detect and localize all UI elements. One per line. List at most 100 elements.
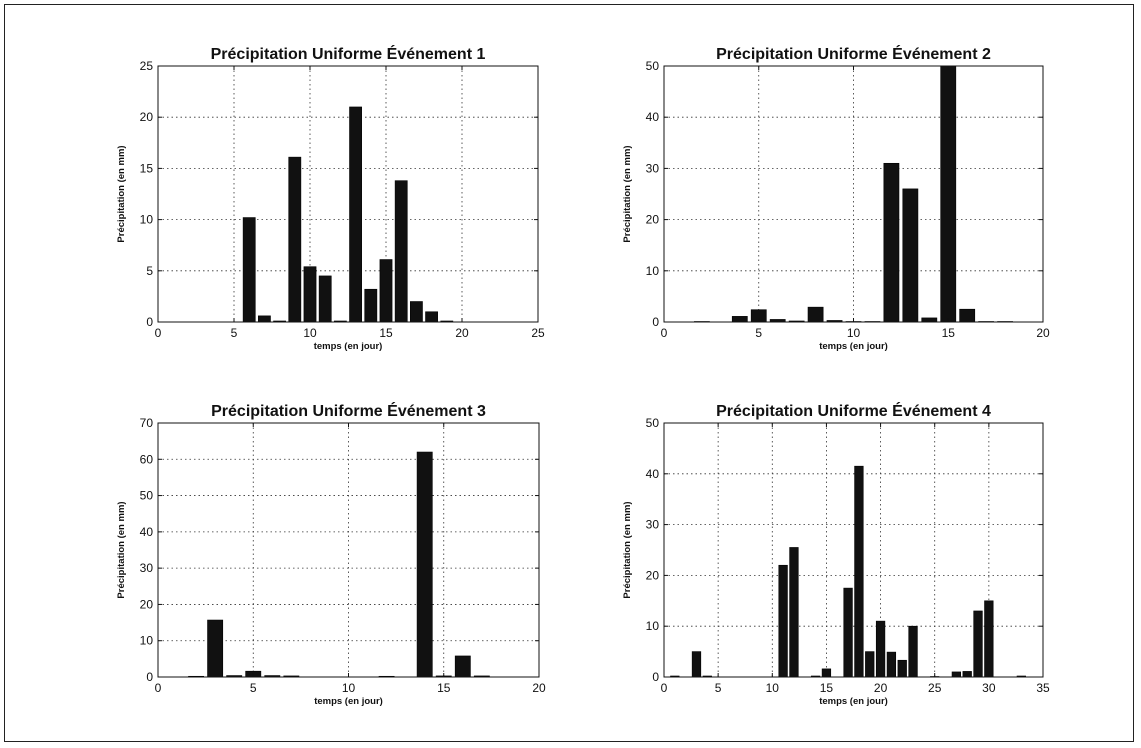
- bar: [897, 659, 907, 678]
- figure-canvas: 0 5 10 15 20 25 0 5 10 15 20 25 Précipitation Unifor…: [116, 44, 1050, 707]
- bar: [865, 651, 875, 678]
- y-tick-label: 20: [646, 213, 660, 227]
- y-axis-label: Précipitation (en mm): [622, 145, 633, 242]
- x-tick-label: 15: [942, 326, 956, 340]
- y-tick-label: 0: [652, 315, 659, 329]
- x-tick-label: 5: [231, 326, 238, 340]
- y-axis-label: Précipitation (en mm): [116, 145, 127, 242]
- x-tick-label: 0: [155, 326, 162, 340]
- y-tick-label: 20: [646, 568, 660, 582]
- y-tick-label: 0: [652, 670, 659, 684]
- y-axis-label: Précipitation (en mm): [116, 501, 127, 598]
- subplot-event-3: 0 5 10 15 20 0 10 20 30 40 50 60 70 Précipitation Uni…: [116, 401, 546, 707]
- bar: [875, 620, 886, 678]
- x-tick-label: 10: [342, 681, 356, 695]
- x-tick-label: 0: [155, 681, 162, 695]
- bar: [242, 217, 256, 323]
- x-tick-label: 20: [532, 681, 546, 695]
- bar: [973, 610, 983, 678]
- y-tick-label: 10: [646, 619, 660, 633]
- x-axis-label: temps (en jour): [819, 341, 888, 352]
- bar: [843, 587, 853, 678]
- bar: [807, 306, 824, 323]
- bar: [886, 651, 897, 678]
- chart-title: Précipitation Uniforme Événement 1: [211, 44, 486, 63]
- y-tick-label: 10: [140, 634, 154, 648]
- bar: [454, 655, 471, 678]
- bar: [908, 625, 918, 678]
- plot-area: [663, 422, 1044, 678]
- y-tick-label: 5: [146, 264, 153, 278]
- bar: [318, 275, 332, 323]
- subplot-event-1: 0 5 10 15 20 25 0 5 10 15 20 25 Précipitation Unifor…: [116, 44, 545, 352]
- y-tick-label: 10: [140, 213, 154, 227]
- y-tick-label: 20: [140, 597, 154, 611]
- y-tick-label: 70: [140, 416, 154, 430]
- bar: [258, 315, 271, 323]
- y-tick-label: 0: [146, 315, 153, 329]
- y-tick-label: 40: [646, 467, 660, 481]
- bar: [288, 156, 302, 323]
- x-axis-label: temps (en jour): [314, 696, 383, 707]
- y-tick-label: 40: [140, 525, 154, 539]
- bar: [940, 65, 957, 323]
- bar: [207, 619, 224, 678]
- bar: [984, 600, 994, 678]
- y-tick-label: 40: [646, 110, 660, 124]
- bar: [951, 671, 962, 678]
- chart-title: Précipitation Uniforme Événement 4: [716, 401, 991, 420]
- bar: [962, 671, 972, 678]
- bar: [691, 651, 702, 678]
- subplot-event-4: 0 5 10 15 20 25 30 35 0 10 20 30 40 50 Précipitation U…: [622, 401, 1050, 707]
- y-tick-label: 0: [146, 670, 153, 684]
- chart-title: Précipitation Uniforme Événement 2: [716, 44, 991, 63]
- bar: [416, 451, 433, 678]
- x-tick-label: 0: [661, 681, 668, 695]
- x-tick-label: 10: [847, 326, 861, 340]
- y-tick-label: 30: [646, 161, 660, 175]
- bar: [379, 259, 393, 323]
- x-tick-label: 5: [755, 326, 762, 340]
- chart-title: Précipitation Uniforme Événement 3: [211, 401, 486, 420]
- plot-area: [663, 65, 1044, 323]
- y-tick-label: 50: [646, 416, 660, 430]
- x-tick-label: 35: [1036, 681, 1050, 695]
- x-axis-label: temps (en jour): [819, 696, 888, 707]
- y-tick-label: 25: [140, 59, 154, 73]
- y-tick-label: 60: [140, 452, 154, 466]
- y-tick-label: 30: [140, 561, 154, 575]
- x-tick-label: 10: [766, 681, 780, 695]
- bar: [883, 162, 900, 323]
- x-tick-label: 15: [820, 681, 834, 695]
- bar: [425, 311, 438, 323]
- bar: [959, 308, 976, 323]
- y-tick-label: 30: [646, 518, 660, 532]
- bar: [921, 317, 938, 323]
- y-tick-label: 15: [140, 161, 154, 175]
- bar: [854, 465, 864, 678]
- bar: [394, 180, 408, 323]
- x-tick-label: 30: [982, 681, 996, 695]
- x-axis-label: temps (en jour): [314, 341, 383, 352]
- bar: [731, 316, 748, 323]
- x-tick-label: 0: [661, 326, 668, 340]
- subplot-event-2: 0 5 10 15 20 0 10 20 30 40 50 Précipitation Uniform…: [622, 44, 1050, 352]
- x-tick-label: 15: [437, 681, 451, 695]
- bar: [303, 266, 317, 323]
- x-tick-label: 25: [928, 681, 942, 695]
- x-tick-label: 20: [455, 326, 469, 340]
- bar: [902, 188, 919, 323]
- x-tick-label: 5: [250, 681, 257, 695]
- x-tick-label: 5: [715, 681, 722, 695]
- y-tick-label: 50: [140, 489, 154, 503]
- y-tick-label: 50: [646, 59, 660, 73]
- bar: [349, 106, 362, 323]
- figure-frame: 0 5 10 15 20 25 0 5 10 15 20 25 Précipitation Unifor…: [4, 4, 1134, 742]
- bar: [778, 564, 788, 678]
- y-axis-label: Précipitation (en mm): [622, 501, 633, 598]
- x-tick-label: 10: [303, 326, 317, 340]
- x-tick-label: 15: [379, 326, 393, 340]
- x-tick-label: 20: [1036, 326, 1050, 340]
- x-tick-label: 20: [874, 681, 888, 695]
- bar: [410, 301, 423, 323]
